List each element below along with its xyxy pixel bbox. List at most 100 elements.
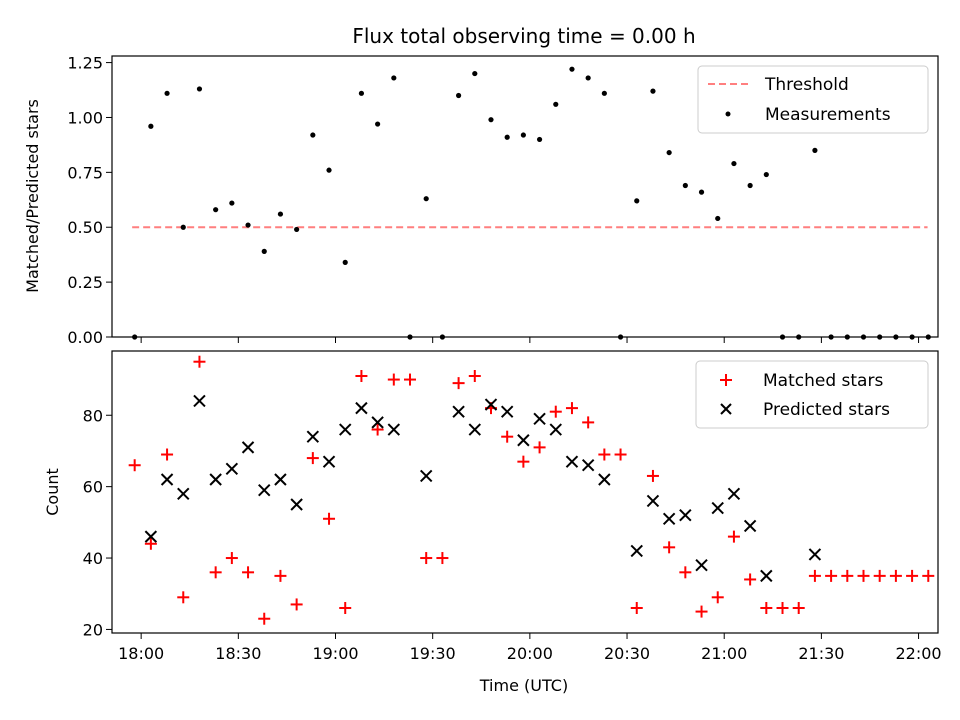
predicted-star-point bbox=[419, 469, 433, 483]
measurement-point bbox=[245, 222, 251, 228]
bottom-legend: Matched stars Predicted stars bbox=[695, 360, 929, 429]
legend-measurements-label: Measurements bbox=[765, 105, 891, 125]
predicted-star-point bbox=[743, 519, 757, 533]
x-tick-label: 21:30 bbox=[798, 644, 844, 663]
x-tick-label: 19:00 bbox=[312, 644, 358, 663]
predicted-star-point bbox=[258, 484, 271, 497]
matched-star-point bbox=[290, 598, 303, 611]
matched-star-point bbox=[468, 369, 481, 382]
matched-star-point bbox=[565, 402, 578, 415]
matched-star-point bbox=[274, 569, 287, 582]
matched-star-point bbox=[177, 591, 190, 604]
bottom-plot-frame bbox=[111, 350, 939, 634]
x-tick-label: 19:30 bbox=[410, 644, 456, 663]
matched-star-point bbox=[646, 469, 659, 482]
measurement-point bbox=[715, 215, 721, 222]
measurement-point bbox=[391, 75, 397, 81]
predicted-star-point bbox=[581, 459, 595, 472]
measurement-point bbox=[342, 259, 348, 265]
matched-star-point bbox=[387, 373, 400, 386]
predicted-star-point bbox=[339, 423, 352, 436]
predicted-star-point bbox=[468, 423, 481, 436]
measurement-point bbox=[326, 167, 332, 173]
chart-title: Flux total observing time = 0.00 h bbox=[352, 24, 695, 48]
top-x-ticks bbox=[140, 337, 920, 343]
measurement-point bbox=[553, 101, 559, 107]
measurement-point bbox=[698, 189, 705, 195]
measurement-point bbox=[472, 70, 478, 77]
measurement-point bbox=[601, 90, 607, 96]
matched-star-point bbox=[889, 569, 902, 582]
predicted-star-point bbox=[274, 473, 287, 486]
predicted-star-point bbox=[760, 569, 773, 583]
measurement-point bbox=[569, 66, 575, 72]
measurement-point bbox=[682, 182, 688, 189]
measurement-point bbox=[310, 132, 316, 138]
legend-matched-swatch bbox=[720, 374, 732, 386]
matched-star-point bbox=[808, 569, 821, 582]
bottom-y-tick-label: 20 bbox=[83, 620, 103, 639]
matched-star-point bbox=[614, 448, 627, 461]
bottom-x-ticks: 18:00 18:30 19:00 19:30 20:00 20:30 21:00 21:30… bbox=[118, 633, 942, 663]
measurement-point bbox=[358, 90, 365, 96]
matched-star-point bbox=[225, 552, 238, 565]
x-tick-label: 18:00 bbox=[118, 644, 164, 663]
matched-star-point bbox=[339, 602, 352, 615]
bottom-y-tick-label: 60 bbox=[83, 478, 103, 497]
predicted-star-point bbox=[306, 430, 320, 443]
matched-star-point bbox=[193, 355, 206, 368]
predicted-star-point bbox=[533, 412, 546, 426]
predicted-star-point bbox=[727, 487, 741, 500]
measurement-point bbox=[229, 200, 235, 206]
measurement-point bbox=[504, 134, 510, 140]
matched-star-point bbox=[258, 612, 271, 625]
measurement-point bbox=[650, 88, 656, 94]
legend-predicted-swatch bbox=[720, 403, 732, 415]
legend-predicted-label: Predicted stars bbox=[763, 400, 890, 420]
predicted-star-point bbox=[387, 423, 401, 436]
count-panel: Count Time (UTC) 20 40 60 80 18:00 18:30 19:0… bbox=[43, 350, 942, 695]
predicted-star-point bbox=[565, 455, 579, 468]
measurement-point bbox=[196, 86, 203, 92]
matched-star-point bbox=[857, 569, 870, 582]
x-tick-label: 20:00 bbox=[507, 644, 553, 663]
top-legend-frame bbox=[697, 65, 929, 134]
top-y-axis-label: Matched/Predicted stars bbox=[23, 99, 42, 293]
matched-star-point bbox=[873, 569, 886, 582]
predicted-star-point bbox=[322, 455, 336, 468]
bottom-y-tick-label: 80 bbox=[83, 406, 103, 425]
bottom-legend-frame bbox=[695, 360, 929, 429]
matched-star-point bbox=[598, 448, 611, 461]
matched-star-point bbox=[582, 416, 595, 429]
measurement-point bbox=[294, 226, 300, 233]
matched-star-point bbox=[533, 441, 546, 454]
matched-star-point bbox=[792, 602, 805, 615]
matched-star-point bbox=[906, 569, 919, 582]
predicted-star-point bbox=[177, 487, 190, 500]
legend-matched-label: Matched stars bbox=[763, 371, 883, 391]
matched-star-point bbox=[420, 552, 433, 565]
ratio-panel: Flux total observing time = 0.00 h Match… bbox=[23, 24, 939, 347]
top-y-tick-label: 0.75 bbox=[67, 163, 103, 182]
matched-star-point bbox=[695, 605, 708, 618]
matched-star-point bbox=[452, 377, 465, 390]
matched-star-point bbox=[711, 591, 724, 604]
predicted-star-point bbox=[371, 416, 384, 429]
x-axis-label: Time (UTC) bbox=[479, 676, 568, 695]
predicted-star-point bbox=[193, 394, 206, 408]
top-y-tick-label: 0.50 bbox=[67, 218, 103, 237]
predicted-star-point bbox=[646, 494, 660, 508]
predicted-star-point bbox=[241, 441, 255, 454]
measurement-point bbox=[666, 149, 672, 156]
matched-star-point bbox=[404, 373, 417, 386]
predicted-star-point bbox=[500, 405, 514, 418]
predicted-star-point bbox=[452, 405, 465, 418]
predicted-star-point bbox=[662, 512, 676, 525]
measurement-point bbox=[731, 160, 737, 167]
top-y-tick-label: 1.25 bbox=[67, 54, 103, 73]
top-y-tick-label: 0.00 bbox=[67, 328, 103, 347]
predicted-star-point bbox=[598, 473, 611, 486]
matched-star-point bbox=[144, 537, 157, 550]
x-tick-label: 18:30 bbox=[215, 644, 261, 663]
bottom-y-axis-label: Count bbox=[43, 468, 62, 516]
